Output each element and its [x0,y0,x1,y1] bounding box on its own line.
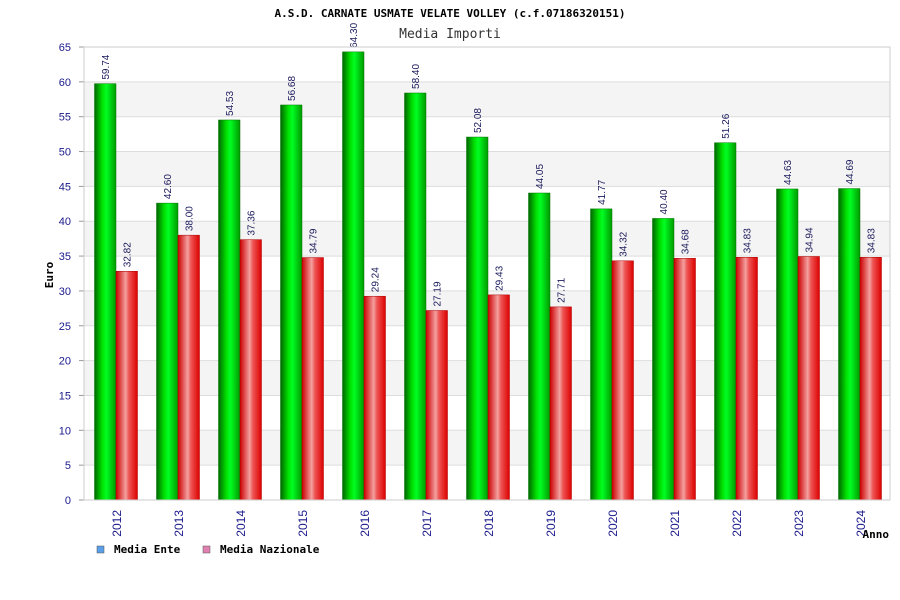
y-tick-label: 45 [59,181,71,193]
data-label: 29.43 [495,265,506,290]
bar-media-ente [342,51,365,501]
legend-label: Media Nazionale [220,543,320,556]
data-label: 32.82 [123,242,134,267]
grid-band [84,47,890,82]
chart-subtitle: Media Importi [399,27,501,42]
x-tick-label: 2020 [606,510,620,537]
bar-media-nazionale [673,258,696,501]
y-tick-label: 10 [59,425,71,437]
data-label: 59.74 [101,54,112,79]
data-label: 37.36 [247,210,258,235]
legend-swatch [202,545,211,554]
data-label: 34.79 [309,228,320,253]
bar-media-nazionale [797,256,820,501]
data-label: 56.68 [287,76,298,101]
x-tick-label: 2019 [544,510,558,537]
bar-media-ente [218,119,241,501]
bar-media-nazionale [859,257,882,501]
data-label: 34.94 [805,227,816,252]
y-tick-label: 50 [59,147,71,159]
data-label: 58.40 [411,64,422,89]
y-tick-label: 0 [65,495,71,507]
x-tick-label: 2013 [172,510,186,537]
x-tick-label: 2016 [358,510,372,537]
data-label: 44.69 [845,159,856,184]
data-label: 64.30 [349,22,360,47]
y-tick-label: 65 [59,42,71,54]
bar-media-ente [528,192,551,501]
y-tick-label: 5 [65,460,71,472]
bar-media-nazionale [177,234,200,501]
bar-media-ente [466,136,489,501]
bar-media-nazionale [735,257,758,501]
y-tick-label: 30 [59,286,71,298]
legend-swatch [96,545,105,554]
x-axis-label: Anno [863,528,890,541]
bar-media-ente [280,104,303,501]
x-tick-label: 2024 [854,510,868,537]
data-label: 34.32 [619,231,630,256]
bar-media-nazionale [239,239,262,501]
y-tick-label: 55 [59,112,71,124]
bar-media-nazionale [549,306,572,501]
legend: Media Ente Media Nazionale [96,543,320,556]
y-tick-label: 60 [59,77,71,89]
x-tick-label: 2023 [792,510,806,537]
grid-band [84,81,890,117]
data-label: 34.83 [743,228,754,253]
data-label: 52.08 [473,108,484,133]
x-tick-label: 2018 [482,510,496,537]
bar-media-nazionale [301,257,324,501]
y-tick-label: 35 [59,251,71,263]
data-label: 29.24 [371,267,382,292]
bar-media-nazionale [425,310,448,501]
data-label: 27.19 [433,281,444,306]
bar-media-nazionale [487,294,510,501]
bar-media-nazionale [115,271,138,501]
y-tick-label: 15 [59,390,71,402]
y-tick-label: 40 [59,216,71,228]
bar-media-ente [714,142,737,501]
plot-frame [83,46,891,501]
bar-media-ente [776,188,799,501]
bar-media-nazionale [363,295,386,501]
data-label: 38.00 [185,206,196,231]
y-axis-label: Euro [43,261,56,288]
bar-media-nazionale [611,260,634,501]
x-tick-label: 2022 [730,510,744,537]
bar-media-ente [838,188,861,501]
bar-media-ente [156,202,179,501]
y-tick-label: 20 [59,356,71,368]
y-tick-label: 25 [59,321,71,333]
data-label: 40.40 [659,189,670,214]
data-label: 51.26 [721,113,732,138]
data-label: 34.83 [867,228,878,253]
data-label: 54.53 [225,91,236,116]
x-tick-label: 2017 [420,510,434,537]
chart-title: A.S.D. CARNATE USMATE VELATE VOLLEY (c.f… [275,7,626,20]
data-label: 27.71 [557,277,568,302]
data-label: 42.60 [163,174,174,199]
bar-media-ente [652,218,675,501]
x-tick-label: 2015 [296,510,310,537]
data-label: 41.77 [597,179,608,204]
x-tick-label: 2014 [234,510,248,537]
bar-media-ente [94,83,117,501]
bar-media-ente [590,208,613,501]
legend-label: Media Ente [114,543,181,556]
data-label: 44.05 [535,164,546,189]
x-tick-label: 2021 [668,510,682,537]
data-label: 44.63 [783,160,794,185]
data-label: 34.68 [681,229,692,254]
x-tick-label: 2012 [110,510,124,537]
bar-media-ente [404,92,427,501]
